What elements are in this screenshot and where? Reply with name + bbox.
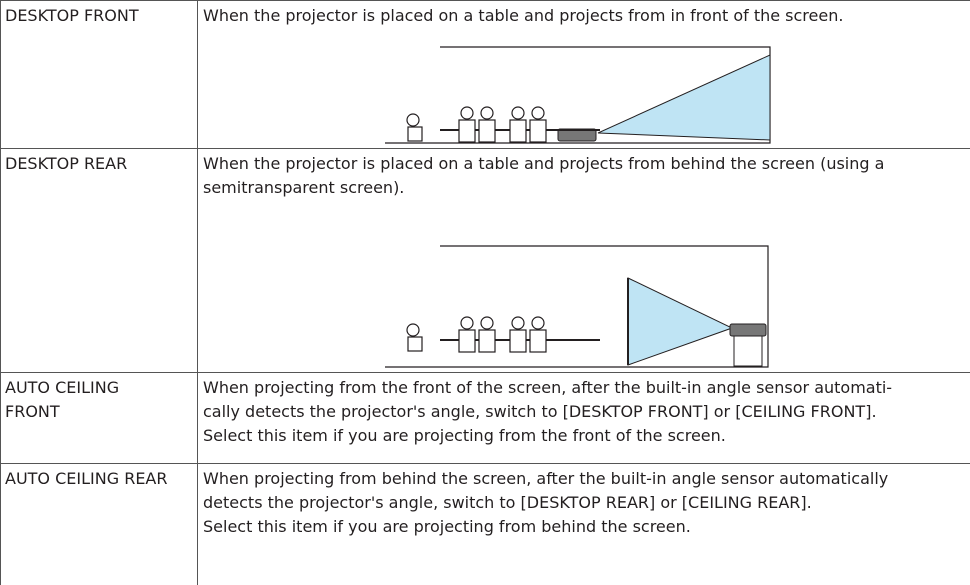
name-cell: DESKTOP FRONT xyxy=(0,0,197,148)
description-cell: When projecting from the front of the sc… xyxy=(197,372,970,463)
option-description: semitransparent screen). xyxy=(203,178,405,197)
description-cell: When the projector is placed on a table … xyxy=(197,148,970,372)
name-cell: DESKTOP REAR xyxy=(0,148,197,372)
option-description: cally detects the projector's angle, swi… xyxy=(203,402,877,421)
option-description: When projecting from the front of the sc… xyxy=(203,378,893,397)
illustration-desktop-rear xyxy=(385,245,769,368)
option-description: Select this item if you are projecting f… xyxy=(203,426,726,445)
option-description: When the projector is placed on a table … xyxy=(203,154,885,173)
option-name: DESKTOP FRONT xyxy=(5,6,139,25)
illustration-desktop-front xyxy=(385,46,771,144)
option-description: detects the projector's angle, switch to… xyxy=(203,493,812,512)
option-name: DESKTOP REAR xyxy=(5,154,128,173)
option-description: Select this item if you are projecting f… xyxy=(203,517,691,536)
option-description: When the projector is placed on a table … xyxy=(203,6,844,25)
name-cell: AUTO CEILING FRONT xyxy=(0,372,197,463)
description-cell: When projecting from behind the screen, … xyxy=(197,463,970,585)
option-name: AUTO CEILING REAR xyxy=(5,469,168,488)
option-description: When projecting from behind the screen, … xyxy=(203,469,889,488)
description-cell: When the projector is placed on a table … xyxy=(197,0,970,148)
name-cell: AUTO CEILING REAR xyxy=(0,463,197,585)
option-name: FRONT xyxy=(5,402,60,421)
option-name: AUTO CEILING xyxy=(5,378,120,397)
